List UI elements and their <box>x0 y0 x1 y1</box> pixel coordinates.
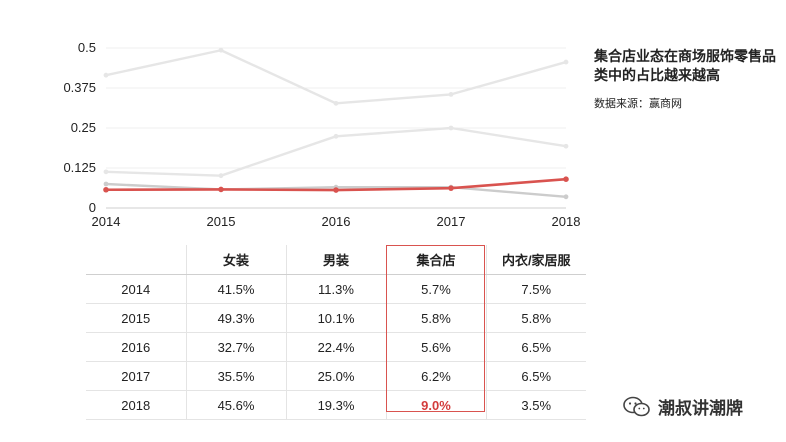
table-row: 2014 41.5% 11.3% 5.7% 7.5% <box>86 274 586 304</box>
x-tick-label: 2015 <box>207 214 236 229</box>
cell-underwear: 3.5% <box>485 390 586 420</box>
y-tick-label: 0.125 <box>63 160 96 175</box>
data-point-underwear <box>103 181 109 187</box>
data-point-collection <box>103 186 109 193</box>
data-point-collection <box>333 187 339 193</box>
x-tick-label: 2017 <box>437 214 466 229</box>
chart-source: 数据来源：赢商网 <box>594 98 682 110</box>
data-point-men <box>333 133 339 139</box>
table-row: 2016 32.7% 22.4% 5.6% 6.5% <box>86 332 586 362</box>
cell-women: 32.7% <box>185 332 286 362</box>
data-point-underwear <box>563 194 569 200</box>
header-men: 男装 <box>285 245 386 275</box>
data-point-men <box>448 125 454 131</box>
data-point-women <box>563 59 569 65</box>
data-point-men <box>218 173 224 179</box>
cell-collection: 5.7% <box>385 274 486 304</box>
header-underwear: 内衣/家居服 <box>485 245 586 275</box>
cell-men: 22.4% <box>285 332 386 362</box>
y-tick-label: 0 <box>89 200 96 215</box>
table-row: 2017 35.5% 25.0% 6.2% 6.5% <box>86 361 586 391</box>
series-line-women <box>105 49 567 105</box>
cell-underwear: 5.8% <box>485 303 586 333</box>
data-point-men <box>563 143 569 149</box>
cell-underwear: 6.5% <box>485 361 586 391</box>
cell-year: 2015 <box>86 303 186 333</box>
data-point-men <box>103 169 109 175</box>
line-chart: 0 0.125 0.25 0.375 0.5 2014 2015 2016 2017 2018 <box>63 40 581 229</box>
x-tick-label: 2016 <box>322 214 351 229</box>
header-year <box>86 245 186 275</box>
data-point-women <box>448 92 454 97</box>
cell-collection-highlight: 9.0% <box>385 390 486 420</box>
cell-collection: 6.2% <box>385 361 486 391</box>
cell-men: 25.0% <box>285 361 386 391</box>
cell-underwear: 7.5% <box>485 274 586 304</box>
cell-collection: 5.8% <box>385 303 486 333</box>
cell-collection: 5.6% <box>385 332 486 362</box>
cell-women: 49.3% <box>185 303 286 333</box>
wechat-icon <box>622 396 652 418</box>
data-point-collection <box>218 186 224 193</box>
cell-year: 2016 <box>86 332 186 362</box>
data-point-women <box>333 100 339 106</box>
table-row: 2018 45.6% 19.3% 9.0% 3.5% <box>86 390 586 420</box>
watermark-text: 潮叔讲潮牌 <box>658 399 743 418</box>
header-collection: 集合店 <box>385 245 486 275</box>
cell-women: 45.6% <box>185 390 286 420</box>
y-tick-label: 0.5 <box>78 40 96 55</box>
table-header-row: 女装 男装 集合店 内衣/家居服 <box>86 245 586 275</box>
table-row: 2015 49.3% 10.1% 5.8% 5.8% <box>86 303 586 333</box>
data-point-women <box>218 47 224 53</box>
chart-title: 集合店业态在商场服饰零售品类中的占比越来越高 <box>594 48 776 83</box>
cell-men: 10.1% <box>285 303 386 333</box>
watermark: 潮叔讲潮牌 <box>622 394 743 419</box>
y-tick-label: 0.375 <box>63 80 96 95</box>
cell-year: 2014 <box>86 274 186 304</box>
cell-year: 2017 <box>86 361 186 391</box>
cell-women: 41.5% <box>185 274 286 304</box>
x-tick-label: 2014 <box>92 214 121 229</box>
cell-underwear: 6.5% <box>485 332 586 362</box>
cell-men: 11.3% <box>285 274 386 304</box>
data-table: 女装 男装 集合店 内衣/家居服 2014 41.5% 11.3% 5.7% 7… <box>86 245 586 420</box>
y-tick-label: 0.25 <box>71 120 96 135</box>
header-women: 女装 <box>185 245 286 275</box>
cell-year: 2018 <box>86 390 186 420</box>
data-point-collection <box>563 176 569 182</box>
x-tick-label: 2018 <box>552 214 581 229</box>
data-point-collection <box>448 185 454 191</box>
cell-women: 35.5% <box>185 361 286 391</box>
data-point-women <box>103 72 109 78</box>
cell-men: 19.3% <box>285 390 386 420</box>
